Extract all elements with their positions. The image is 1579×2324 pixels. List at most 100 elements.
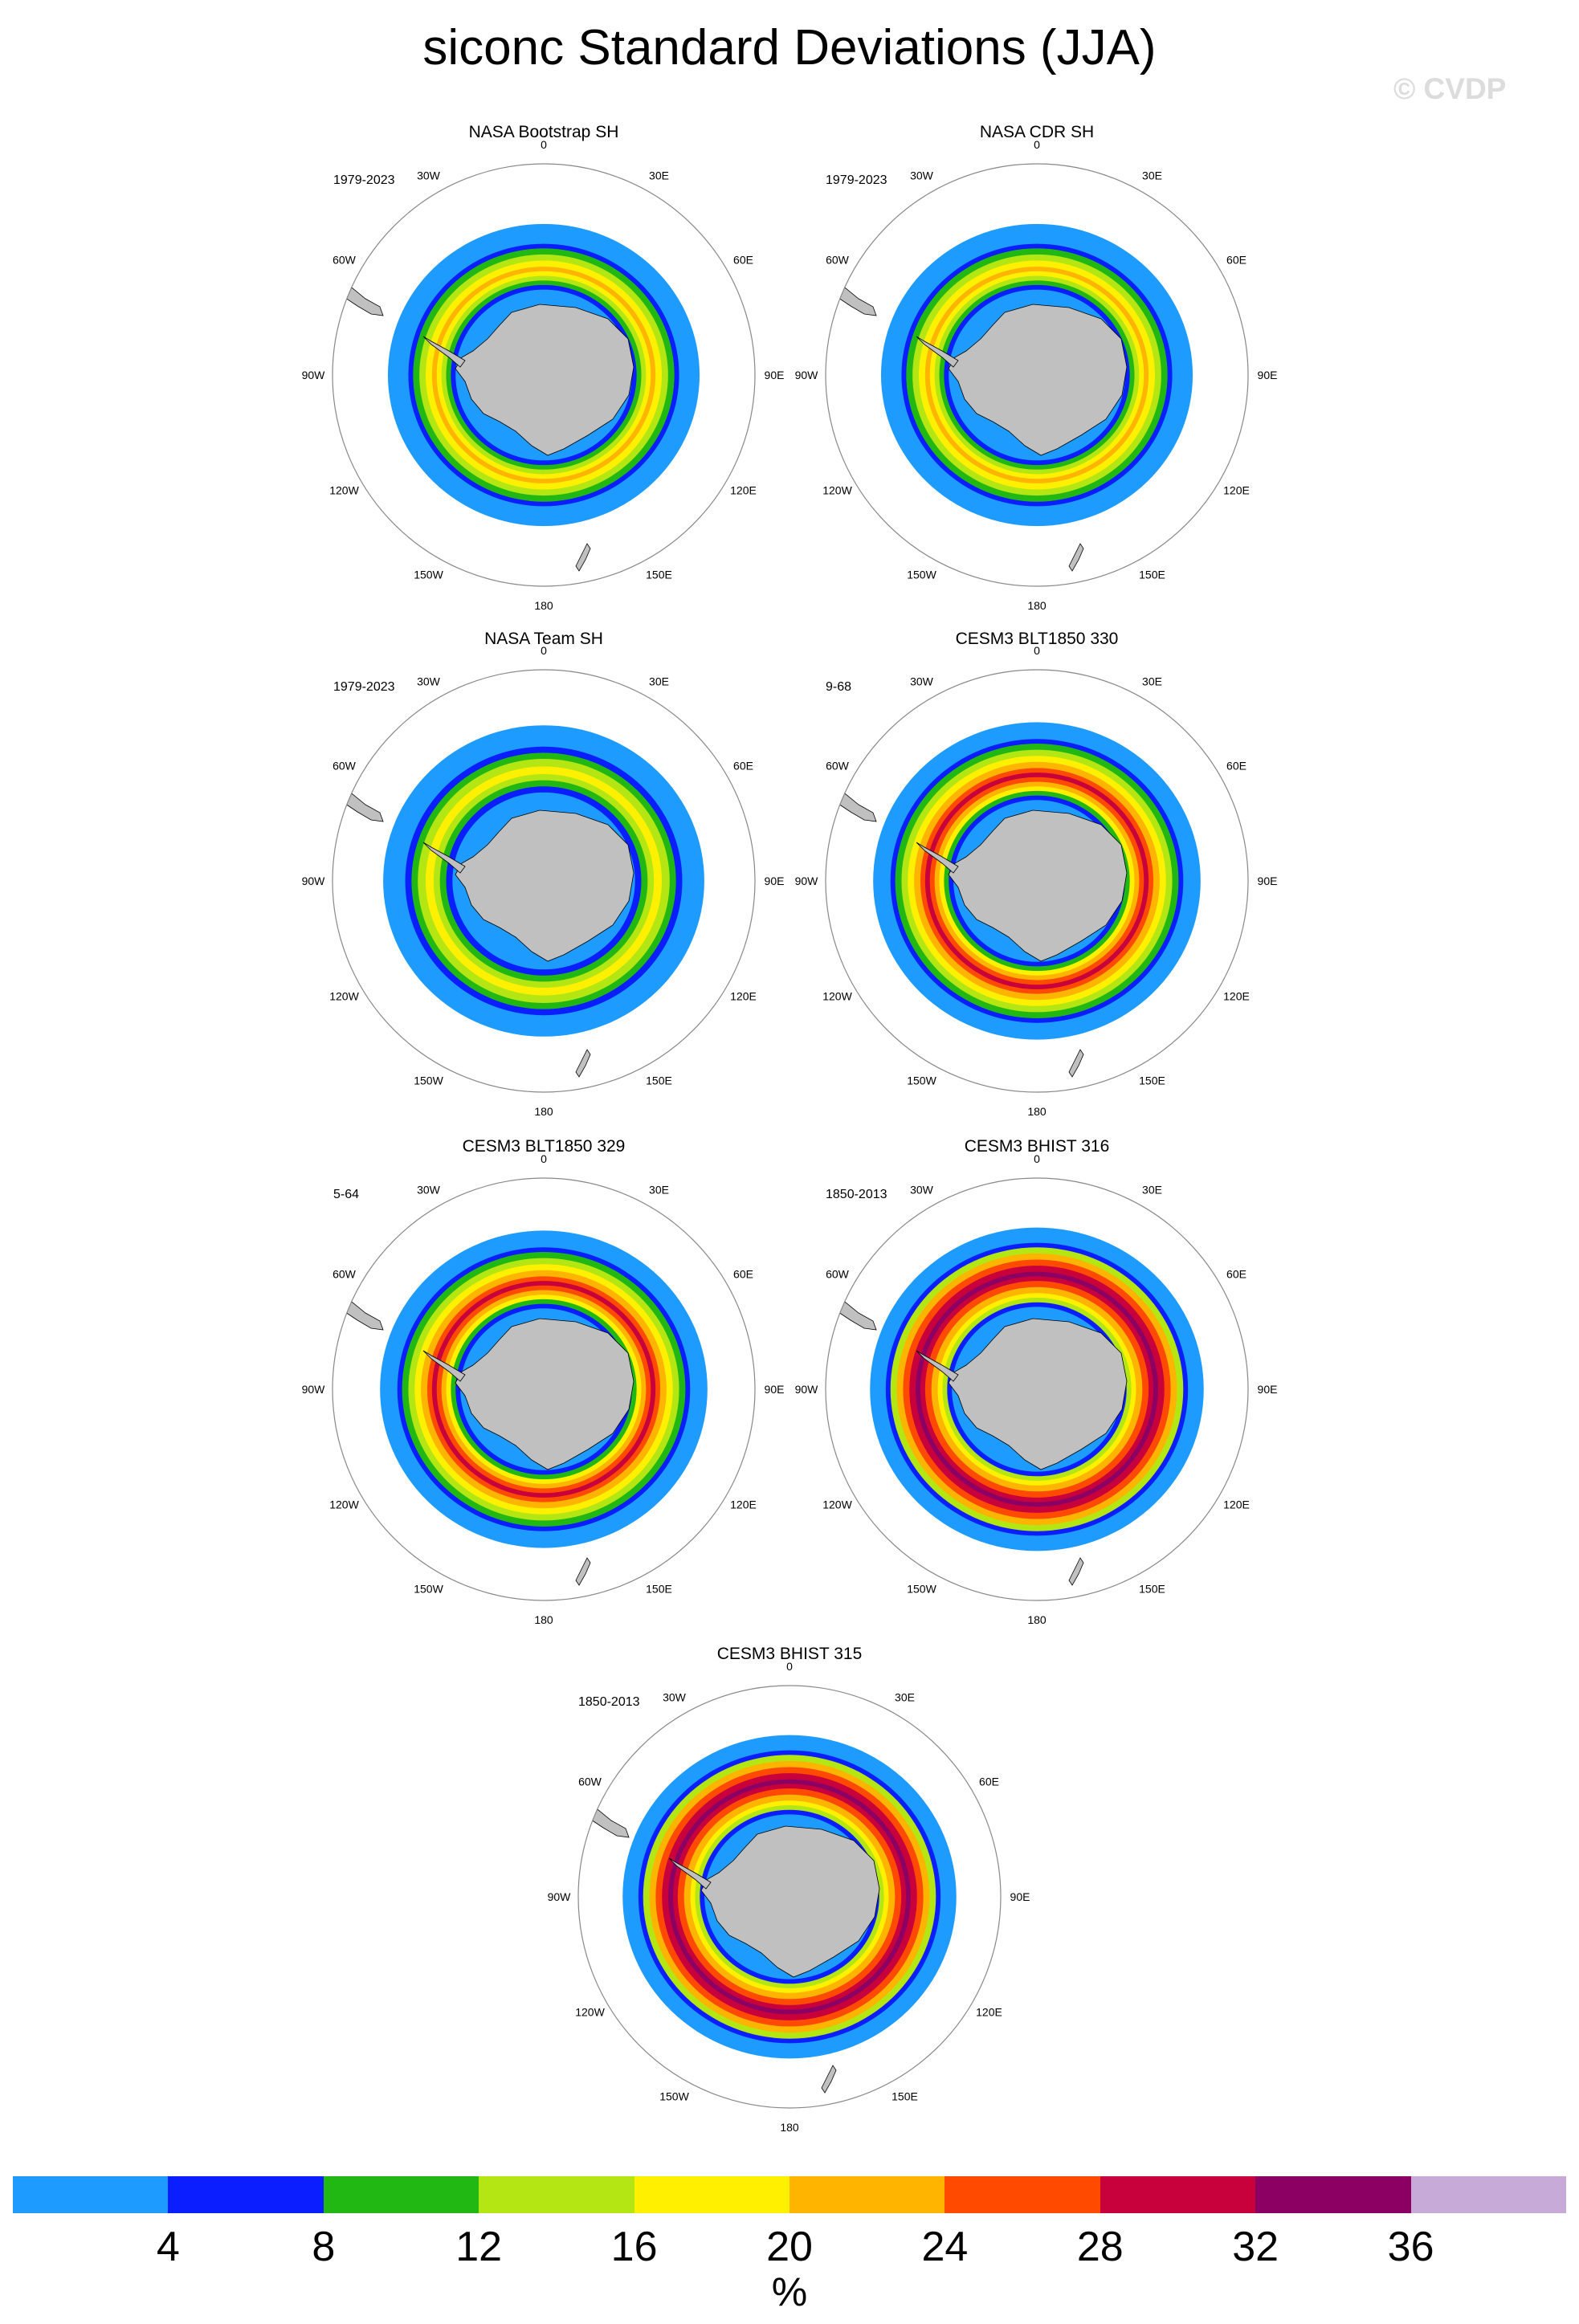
- polar-map: 0 30E 60E 90E 120E 150E 180 150W 120W 90W 60W 30W: [795, 138, 1278, 612]
- panel-period: 1979-2023: [333, 173, 395, 187]
- lon-60e-label: 60E: [733, 1268, 753, 1281]
- panel-title: NASA Bootstrap SH: [468, 123, 619, 141]
- new-zealand-land: [575, 1049, 591, 1078]
- panel-period: 1979-2023: [333, 680, 395, 694]
- antarctica-land: [455, 809, 634, 962]
- lon-0-label: 0: [541, 644, 547, 657]
- lon-90w-label: 90W: [302, 875, 326, 887]
- lon-120e-label: 120E: [976, 2006, 1002, 2019]
- lon-150e-label: 150E: [646, 569, 672, 581]
- lon-180-label: 180: [1027, 599, 1047, 612]
- lon-90w-label: 90W: [795, 1383, 819, 1396]
- antarctic-peninsula: [422, 336, 466, 368]
- colorbar-units: %: [771, 2269, 808, 2314]
- antarctica-land: [948, 1318, 1128, 1470]
- polar-map: 0 30E 60E 90E 120E 150E 180 150W 120W 90W 60W 30W: [302, 644, 785, 1118]
- map-boundary: [825, 669, 1249, 1093]
- lon-120e-label: 120E: [730, 484, 757, 497]
- lon-150w-label: 150W: [414, 1074, 443, 1087]
- south-america-land: [826, 784, 877, 822]
- lon-30w-label: 30W: [910, 675, 934, 688]
- lon-30w-label: 30W: [417, 675, 441, 688]
- colorbar-tick-label: 16: [610, 2224, 658, 2270]
- lon-90w-label: 90W: [795, 369, 819, 381]
- lon-60w-label: 60W: [333, 254, 357, 267]
- lon-0-label: 0: [541, 1152, 547, 1165]
- antarctic-peninsula: [916, 842, 959, 874]
- lon-180-label: 180: [780, 2121, 799, 2134]
- map-boundary: [332, 163, 756, 587]
- lon-30w-label: 30W: [663, 1691, 687, 1704]
- lon-30e-label: 30E: [649, 675, 669, 688]
- polar-map: 0 30E 60E 90E 120E 150E 180 150W 120W 90W 60W 30W: [548, 1660, 1030, 2134]
- polar-map: 0 30E 60E 90E 120E 150E 180 150W 120W 90W 60W 30W: [302, 138, 785, 612]
- colorbar-box: [323, 2176, 479, 2213]
- map-boundary: [577, 1685, 1002, 2109]
- lon-60w-label: 60W: [826, 254, 850, 267]
- polar-map: 0 30E 60E 90E 120E 150E 180 150W 120W 90W 60W 30W: [795, 644, 1278, 1118]
- lon-30w-label: 30W: [417, 169, 441, 182]
- lon-90w-label: 90W: [302, 369, 326, 381]
- lon-150e-label: 150E: [1139, 1074, 1165, 1087]
- south-america-land: [578, 1800, 630, 1838]
- antarctica-land: [455, 304, 634, 456]
- colorbar-box: [945, 2176, 1100, 2213]
- antarctica-land: [700, 1825, 880, 1978]
- lon-120w-label: 120W: [822, 484, 852, 497]
- colorbar-tick-label: 8: [312, 2224, 336, 2270]
- lon-120e-label: 120E: [730, 1498, 757, 1511]
- lon-150e-label: 150E: [646, 1583, 672, 1596]
- lon-60e-label: 60E: [733, 254, 753, 267]
- polar-map: 0 30E 60E 90E 120E 150E 180 150W 120W 90W 60W 30W: [302, 1152, 785, 1626]
- new-zealand-land: [1068, 1049, 1084, 1078]
- lon-90e-label: 90E: [1010, 1890, 1030, 1903]
- antarctic-peninsula: [916, 336, 959, 368]
- new-zealand-land: [1068, 1557, 1084, 1586]
- lon-30e-label: 30E: [649, 1184, 669, 1197]
- lon-180-label: 180: [534, 1613, 553, 1626]
- lon-180-label: 180: [1027, 1105, 1047, 1118]
- lon-150e-label: 150E: [1139, 1583, 1165, 1596]
- lon-120e-label: 120E: [1223, 1498, 1250, 1511]
- colorbar-tick-label: 28: [1076, 2224, 1124, 2270]
- antarctic-peninsula: [422, 842, 466, 874]
- lon-90e-label: 90E: [1258, 875, 1278, 887]
- lon-60e-label: 60E: [979, 1776, 999, 1788]
- lon-90e-label: 90E: [1258, 1383, 1278, 1396]
- colorbar-box: [1410, 2176, 1567, 2213]
- lon-120e-label: 120E: [730, 990, 757, 1003]
- south-america-land: [333, 1292, 384, 1331]
- lon-180-label: 180: [534, 1105, 553, 1118]
- polar-map: 0 30E 60E 90E 120E 150E 180 150W 120W 90W 60W 30W: [795, 1152, 1278, 1626]
- lon-30e-label: 30E: [1142, 675, 1162, 688]
- panel-title: CESM3 BLT1850 330: [955, 630, 1119, 648]
- lon-150w-label: 150W: [414, 1583, 443, 1596]
- colorbar-tick-label: 36: [1387, 2224, 1434, 2270]
- south-america-land: [333, 784, 384, 822]
- panel-period: 9-68: [826, 680, 852, 694]
- panel-title: NASA Team SH: [484, 630, 603, 648]
- map-boundary: [825, 163, 1249, 587]
- new-zealand-land: [575, 543, 591, 572]
- lon-150w-label: 150W: [907, 1583, 936, 1596]
- watermark: © CVDP: [1393, 72, 1507, 105]
- lon-60w-label: 60W: [826, 760, 850, 773]
- colorbar-box: [1100, 2176, 1256, 2213]
- lon-90e-label: 90E: [765, 369, 785, 381]
- lon-30e-label: 30E: [1142, 1184, 1162, 1197]
- antarctic-peninsula: [668, 1857, 712, 1890]
- colorbar-tick-label: 24: [921, 2224, 969, 2270]
- lon-120w-label: 120W: [822, 1498, 852, 1511]
- colorbar-tick-label: 12: [455, 2224, 503, 2270]
- panel-period: 1850-2013: [826, 1188, 887, 1201]
- panel-period: 5-64: [333, 1188, 360, 1201]
- lon-150w-label: 150W: [907, 1074, 936, 1087]
- lon-0-label: 0: [1034, 644, 1040, 657]
- lon-150e-label: 150E: [646, 1074, 672, 1087]
- lon-150w-label: 150W: [659, 2090, 689, 2103]
- colorbar-box: [479, 2176, 634, 2213]
- lon-0-label: 0: [541, 138, 547, 151]
- colorbar-box: [634, 2176, 790, 2213]
- lon-150e-label: 150E: [1139, 569, 1165, 581]
- panel-title: CESM3 BHIST 316: [964, 1137, 1110, 1156]
